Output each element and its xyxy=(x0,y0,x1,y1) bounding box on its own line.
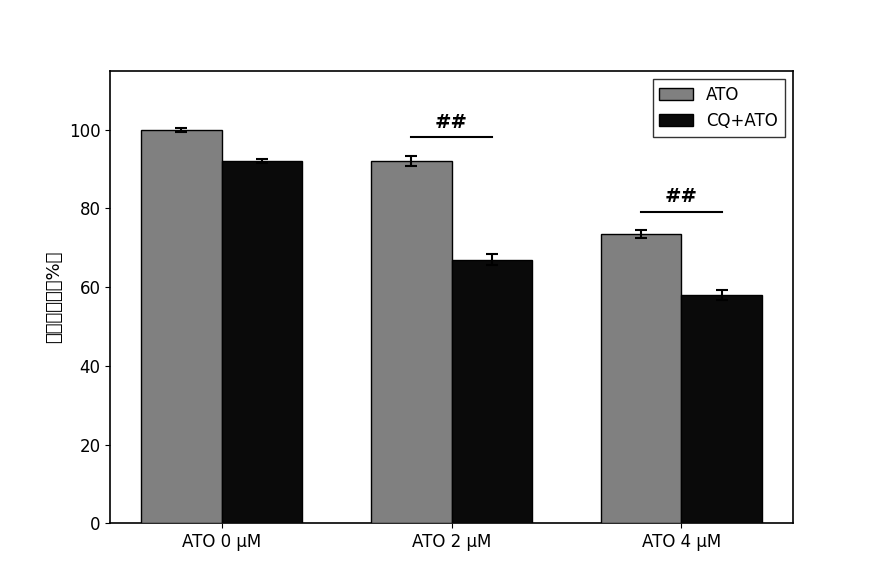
Bar xyxy=(141,129,222,523)
Text: ##: ## xyxy=(665,188,698,206)
Bar xyxy=(601,234,681,523)
Bar xyxy=(452,259,532,523)
Legend: ATO, CQ+ATO: ATO, CQ+ATO xyxy=(653,79,785,136)
Bar xyxy=(371,161,452,523)
Y-axis label: 细胞存活率（%）: 细胞存活率（%） xyxy=(45,250,63,343)
Bar xyxy=(681,295,762,523)
Text: ##: ## xyxy=(435,112,468,132)
Bar xyxy=(222,161,302,523)
